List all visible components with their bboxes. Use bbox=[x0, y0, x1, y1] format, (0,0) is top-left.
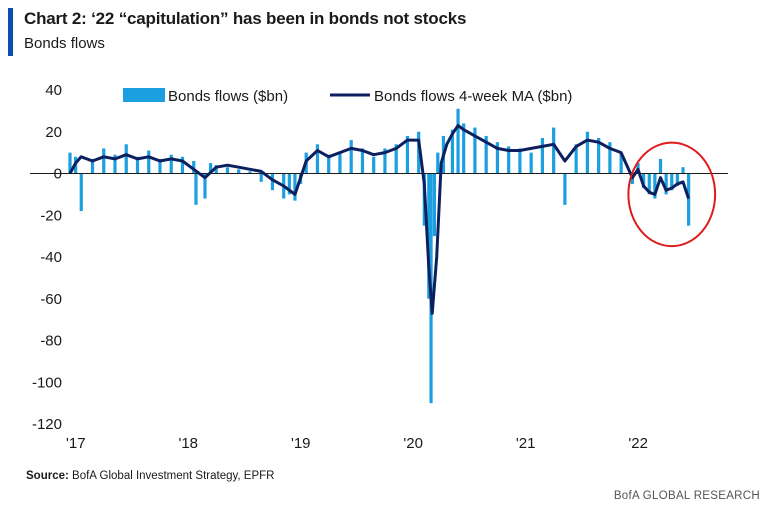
bar bbox=[394, 144, 398, 174]
x-tick-label: '22 bbox=[628, 435, 648, 452]
bar bbox=[158, 158, 162, 174]
bar bbox=[192, 160, 196, 174]
x-tick-label: '17 bbox=[66, 435, 86, 452]
y-tick-label: 20 bbox=[45, 124, 62, 141]
bar bbox=[237, 169, 241, 174]
legend-swatch-bars bbox=[123, 88, 165, 102]
bar bbox=[225, 167, 230, 174]
line-layer bbox=[68, 124, 691, 315]
bar bbox=[664, 173, 668, 195]
bar bbox=[293, 173, 297, 201]
bar bbox=[642, 173, 646, 189]
bar bbox=[315, 144, 320, 174]
bar bbox=[417, 131, 421, 174]
bar bbox=[79, 173, 83, 212]
source-label: Source: bbox=[26, 470, 69, 482]
bar bbox=[405, 135, 410, 174]
bar bbox=[552, 127, 556, 174]
bar bbox=[687, 173, 691, 226]
bar bbox=[90, 158, 95, 174]
bar bbox=[270, 173, 275, 191]
bar bbox=[563, 173, 567, 205]
bar bbox=[529, 152, 533, 174]
bar bbox=[658, 158, 663, 174]
bar bbox=[647, 173, 651, 195]
bar bbox=[338, 152, 342, 174]
bar bbox=[670, 173, 674, 191]
x-tick-label: '21 bbox=[516, 435, 536, 452]
bar bbox=[675, 173, 679, 187]
x-tick-label: '20 bbox=[403, 435, 423, 452]
y-tick-label: -100 bbox=[32, 374, 62, 391]
bar bbox=[214, 165, 218, 174]
bar bbox=[68, 152, 72, 174]
source-text: BofA Global Investment Strategy, EPFR bbox=[72, 470, 275, 482]
bar bbox=[203, 173, 207, 199]
y-tick-label: -40 bbox=[40, 249, 62, 266]
x-tick-label: '18 bbox=[178, 435, 198, 452]
accent-bar bbox=[8, 8, 13, 56]
bar bbox=[259, 173, 263, 182]
bar bbox=[653, 173, 657, 199]
bar bbox=[597, 138, 601, 174]
y-tick-label: 0 bbox=[54, 166, 62, 183]
bar bbox=[462, 123, 466, 174]
x-axis: '17 '18 '19 '20 '21 '22 bbox=[66, 435, 648, 452]
ma-line bbox=[68, 124, 691, 315]
bar bbox=[574, 144, 578, 174]
annotation-layer bbox=[627, 141, 717, 248]
bar bbox=[450, 129, 455, 174]
bar bbox=[619, 152, 623, 174]
bar bbox=[102, 148, 106, 174]
bar bbox=[208, 163, 213, 174]
bar bbox=[287, 173, 291, 195]
legend-label-bars: Bonds flows ($bn) bbox=[168, 88, 288, 105]
bar bbox=[484, 135, 488, 174]
y-tick-label: 40 bbox=[45, 82, 62, 99]
y-axis: 40 20 0 -20 -40 -60 -80 -100 -120 bbox=[32, 82, 62, 433]
bar bbox=[147, 150, 151, 174]
chart-subtitle: Bonds flows bbox=[24, 35, 105, 52]
bar bbox=[372, 156, 376, 174]
y-tick-label: -120 bbox=[32, 416, 62, 433]
legend: Bonds flows ($bn) Bonds flows 4-week MA (… bbox=[123, 88, 572, 105]
bar bbox=[169, 154, 173, 174]
x-tick-label: '19 bbox=[291, 435, 311, 452]
bar bbox=[495, 142, 500, 174]
bar bbox=[456, 108, 460, 174]
bar bbox=[124, 144, 128, 174]
bar bbox=[540, 138, 545, 174]
source-note: Source: BofA Global Investment Strategy,… bbox=[26, 470, 274, 482]
legend-label-ma: Bonds flows 4-week MA ($bn) bbox=[374, 88, 572, 105]
brand-label: BofA GLOBAL RESEARCH bbox=[613, 490, 760, 502]
highlight-circle bbox=[627, 141, 717, 248]
bar bbox=[194, 173, 198, 205]
y-tick-label: -20 bbox=[40, 207, 62, 224]
bar bbox=[327, 154, 331, 174]
bar bbox=[585, 131, 590, 174]
bar bbox=[383, 148, 387, 174]
bar bbox=[436, 152, 440, 174]
bar bbox=[113, 154, 117, 174]
bar bbox=[608, 142, 612, 174]
bar bbox=[135, 156, 140, 174]
bar bbox=[518, 148, 522, 174]
bar bbox=[248, 171, 252, 174]
bar bbox=[473, 127, 477, 174]
bar bbox=[349, 140, 353, 174]
bar bbox=[360, 148, 365, 174]
bar bbox=[427, 173, 431, 299]
y-tick-label: -80 bbox=[40, 333, 62, 350]
bar bbox=[507, 146, 511, 174]
chart-title: Chart 2: ‘22 “capitulation” has been in … bbox=[24, 9, 467, 28]
bar bbox=[432, 173, 437, 237]
bar bbox=[180, 156, 185, 174]
bar bbox=[681, 167, 685, 174]
y-tick-label: -60 bbox=[40, 291, 62, 308]
